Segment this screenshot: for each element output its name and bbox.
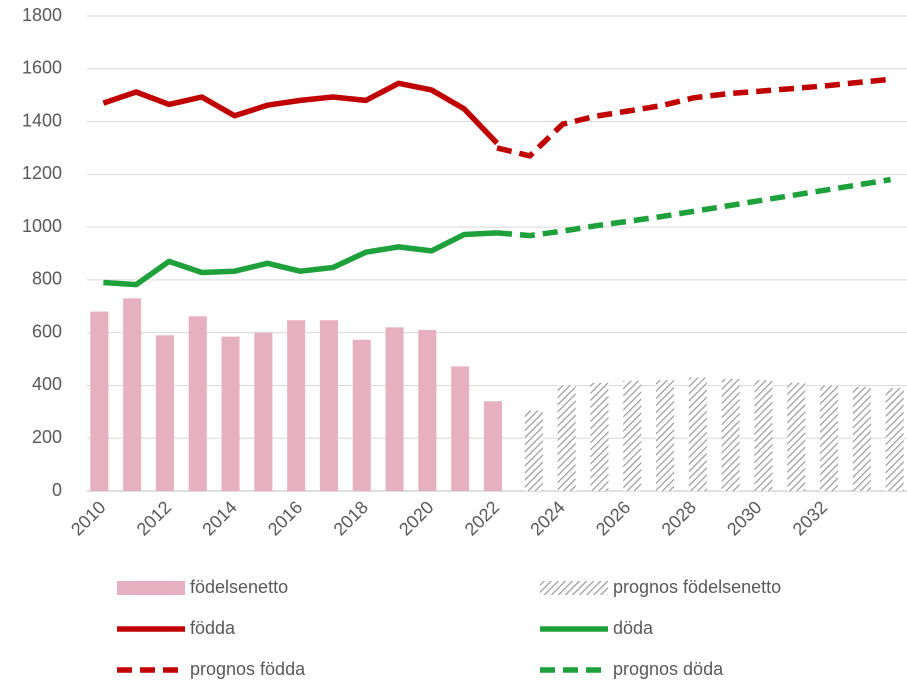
y-tick-label: 1200	[22, 163, 62, 183]
y-tick-label: 400	[32, 374, 62, 394]
bar	[418, 330, 437, 491]
y-tick-label: 800	[32, 269, 62, 289]
bar	[287, 320, 306, 491]
y-tick-label: 200	[32, 427, 62, 447]
legend-label: prognos födda	[190, 659, 306, 679]
bar	[221, 336, 240, 491]
line	[103, 230, 498, 288]
bar	[623, 380, 642, 491]
x-tick-label: 2026	[592, 497, 634, 539]
line	[102, 80, 499, 146]
legend-swatch	[117, 581, 185, 595]
x-tick-label: 2024	[526, 497, 568, 539]
x-tick-label: 2030	[723, 497, 765, 539]
legend-label: födelsenetto	[190, 577, 288, 597]
x-tick-label: 2028	[658, 497, 700, 539]
bar	[188, 316, 207, 491]
legend-swatch	[540, 581, 608, 595]
x-tick-label: 2020	[395, 497, 437, 539]
legend-label: döda	[613, 618, 654, 638]
x-tick-label: 2032	[789, 497, 831, 539]
line	[496, 176, 892, 239]
x-tick-label: 2016	[264, 497, 306, 539]
bar	[688, 377, 707, 491]
bar	[721, 378, 740, 491]
x-tick-label: 2018	[330, 497, 372, 539]
line	[496, 76, 891, 159]
x-tick-label: 2010	[67, 497, 109, 539]
bar	[483, 401, 502, 491]
bar	[90, 311, 109, 491]
bar	[656, 380, 675, 491]
bar	[885, 388, 904, 491]
x-tick-label: 2014	[198, 497, 240, 539]
legend-label: prognos födelsenetto	[613, 577, 781, 597]
bar	[451, 366, 470, 491]
bar	[787, 382, 806, 491]
legend-label: födda	[190, 618, 236, 638]
bar	[852, 386, 871, 491]
bar	[524, 410, 543, 491]
y-tick-label: 600	[32, 321, 62, 341]
bar	[254, 332, 273, 491]
legend-label: prognos döda	[613, 659, 724, 679]
bar	[557, 385, 576, 491]
bar	[319, 320, 338, 491]
y-tick-label: 1000	[22, 216, 62, 236]
x-tick-label: 2022	[461, 497, 503, 539]
bar	[352, 339, 371, 491]
x-tick-label: 2012	[133, 497, 175, 539]
bar	[155, 335, 174, 491]
bar	[754, 380, 773, 491]
y-tick-label: 1800	[22, 5, 62, 25]
bar	[820, 385, 839, 491]
y-tick-label: 1600	[22, 58, 62, 78]
y-tick-label: 1400	[22, 110, 62, 130]
y-tick-label: 0	[52, 480, 62, 500]
bar	[385, 327, 404, 491]
bar	[590, 382, 609, 491]
bar	[123, 298, 142, 491]
